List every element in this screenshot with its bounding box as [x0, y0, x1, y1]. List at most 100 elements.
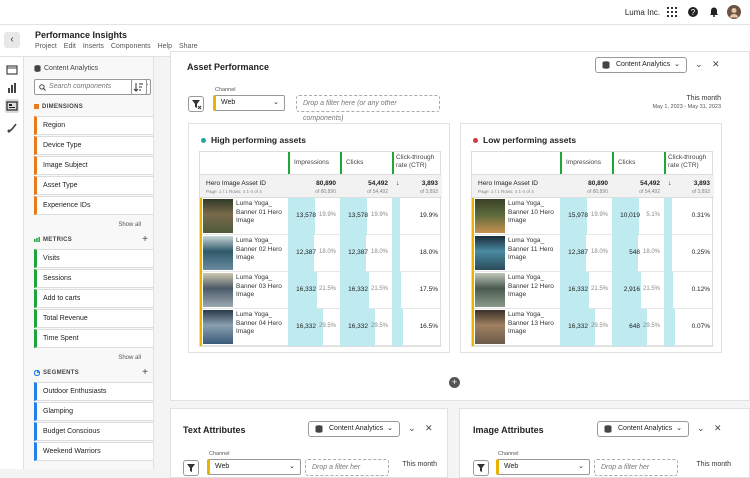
data-view-title[interactable]: Content Analytics [44, 65, 99, 72]
dimension-item-region[interactable]: Region› [34, 116, 153, 135]
total-ctr-sub: of 3,893 [691, 189, 710, 195]
column-header-clicks[interactable]: Clicks [346, 159, 364, 166]
column-header-ctr[interactable]: Click-through rate (CTR) [396, 154, 435, 169]
add-panel-button[interactable]: + [449, 377, 460, 388]
visualization-icon[interactable] [5, 121, 19, 135]
table-row[interactable] [200, 272, 442, 309]
segment-item-weekend-warriors[interactable]: Weekend Warriors [34, 442, 153, 461]
column-header-impressions[interactable]: Impressions [294, 159, 330, 166]
item-label: Visits [43, 255, 60, 262]
asset-name[interactable]: Luma Yoga_ Banner 01 Hero Image [236, 200, 282, 224]
apps-grid-icon[interactable] [667, 7, 677, 17]
asset-name[interactable]: Luma Yoga_ Banner 12 Hero Image [508, 274, 554, 298]
row-header[interactable]: Hero Image Asset ID [478, 180, 538, 187]
metric-item-sessions[interactable]: Sessions [34, 269, 153, 288]
table-row[interactable] [200, 235, 442, 272]
dimension-item-asset-type[interactable]: Asset Type› [34, 176, 153, 195]
panel-icon[interactable] [5, 63, 19, 77]
help-icon[interactable]: ? [688, 7, 698, 17]
asset-name[interactable]: Luma Yoga_ Banner 04 Hero Image [236, 311, 282, 335]
filter-toggle-button[interactable] [183, 460, 199, 476]
back-button[interactable]: ‹ [4, 32, 20, 48]
add-segment-icon[interactable]: + [142, 367, 148, 378]
chevron-down-icon: ⌄ [674, 61, 680, 68]
filter-dropzone[interactable]: Drop a filter her [305, 459, 389, 476]
filter-toggle-button[interactable] [473, 460, 489, 476]
channel-dropdown[interactable]: Web ⌄ [496, 459, 590, 475]
collapse-icon[interactable]: ⌄ [697, 423, 705, 433]
table-row[interactable] [472, 198, 714, 235]
filter-dropzone[interactable]: Drop a filter here (or any other compone… [296, 95, 440, 122]
column-header-impressions[interactable]: Impressions [566, 159, 602, 166]
ctr-bar [664, 272, 673, 309]
metric-item-add-to-carts[interactable]: Add to carts▦ [34, 289, 153, 308]
column-header-ctr[interactable]: Click-through rate (CTR) [668, 154, 707, 169]
menu-share[interactable]: Share [178, 43, 198, 50]
asset-name[interactable]: Luma Yoga_ Banner 10 Hero Image [508, 200, 554, 224]
segment-item-outdoor-enthusiasts[interactable]: Outdoor Enthusiasts [34, 382, 153, 401]
table-row[interactable] [472, 235, 714, 272]
channel-dropdown[interactable]: Web ⌄ [213, 95, 285, 111]
data-source-dropdown[interactable]: Content Analytics ⌄ [597, 421, 689, 437]
segment-item-budget-conscious[interactable]: Budget Conscious [34, 422, 153, 441]
collapse-icon[interactable]: ⌄ [695, 59, 703, 69]
metric-color-bar [392, 152, 394, 174]
filter-toggle-button[interactable] [188, 96, 204, 112]
close-icon[interactable]: ✕ [712, 59, 720, 69]
menu-components[interactable]: Components [110, 43, 151, 50]
metrics-show-all[interactable]: Show all [118, 355, 141, 361]
asset-name[interactable]: Luma Yoga_ Banner 03 Hero Image [236, 274, 282, 298]
item-label: Device Type [43, 142, 82, 149]
close-icon[interactable]: ✕ [714, 423, 722, 433]
ctr-bar [392, 235, 400, 272]
date-label[interactable]: This month [402, 461, 437, 468]
workspace-canvas: Asset Performance Content Analytics ⌄ ⌄ ✕… [170, 51, 750, 478]
collapse-icon[interactable]: ⌄ [408, 423, 416, 433]
menu-inserts[interactable]: Inserts [82, 43, 104, 50]
sort-button[interactable] [131, 79, 147, 95]
channel-dropdown[interactable]: Web ⌄ [207, 459, 301, 475]
metric-item-time-spent[interactable]: Time Spent [34, 329, 153, 348]
sort-arrow-icon[interactable]: ↓ [668, 180, 672, 187]
sort-arrow-icon[interactable]: ↓ [396, 180, 400, 187]
date-label[interactable]: This month [696, 461, 731, 468]
bell-icon[interactable] [709, 7, 719, 17]
impressions-bar [288, 235, 314, 272]
table-row[interactable] [472, 272, 714, 309]
database-icon [604, 425, 612, 433]
segment-item-glamping[interactable]: Glamping [34, 402, 153, 421]
dimensions-show-all[interactable]: Show all [118, 222, 141, 228]
date-range[interactable]: This month May 1, 2023 - May 31, 2023 [653, 95, 721, 110]
table-row[interactable] [200, 198, 442, 235]
impressions-value: 12,387 [568, 249, 588, 256]
menu-project[interactable]: Project [35, 43, 57, 50]
ctr-value: 0.12% [691, 286, 710, 293]
metric-item-visits[interactable]: Visits▦ [34, 249, 153, 268]
metric-item-total-revenue[interactable]: Total Revenue [34, 309, 153, 328]
avatar[interactable] [727, 5, 741, 19]
data-source-dropdown[interactable]: Content Analytics ⌄ [308, 421, 400, 437]
ctr-bar [664, 198, 672, 235]
clicks-value: 12,387 [348, 249, 368, 256]
asset-name[interactable]: Luma Yoga_ Banner 13 Hero Image [508, 311, 554, 335]
menu-help[interactable]: Help [157, 43, 172, 50]
data-source-dropdown[interactable]: Content Analytics ⌄ [595, 57, 687, 73]
dimension-item-image-subject[interactable]: Image Subject› [34, 156, 153, 175]
dimension-item-device-type[interactable]: Device Type› [34, 136, 153, 155]
column-header-clicks[interactable]: Clicks [618, 159, 636, 166]
asset-thumbnail [475, 273, 505, 307]
add-metric-icon[interactable]: + [142, 234, 148, 245]
dimension-icon [34, 104, 39, 109]
close-icon[interactable]: ✕ [425, 423, 433, 433]
asset-name[interactable]: Luma Yoga_ Banner 11 Hero Image [508, 237, 554, 261]
asset-name[interactable]: Luma Yoga_ Banner 02 Hero Image [236, 237, 282, 261]
org-name[interactable]: Luma Inc. [624, 8, 660, 17]
row-header[interactable]: Hero Image Asset ID [206, 180, 266, 187]
dimension-item-experience-ids[interactable]: Experience IDs› [34, 196, 153, 215]
filter-dropzone[interactable]: Drop a filter her [594, 459, 678, 476]
menu-edit[interactable]: Edit [63, 43, 76, 50]
chart-icon[interactable] [5, 81, 19, 95]
metrics-header: METRICS [43, 237, 73, 243]
components-rail-button[interactable] [5, 99, 19, 113]
search-input[interactable] [49, 83, 124, 90]
